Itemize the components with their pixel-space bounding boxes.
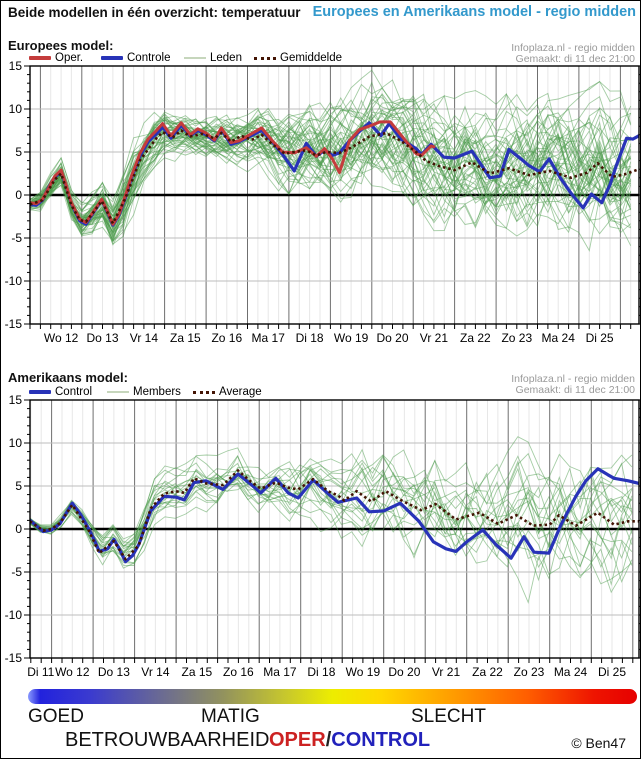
svg-text:Ma 24: Ma 24: [542, 331, 576, 345]
legend-swatch: [193, 390, 215, 394]
legend-swatch: [254, 56, 276, 60]
svg-text:Di 18: Di 18: [307, 665, 335, 679]
svg-text:Ma 17: Ma 17: [263, 665, 297, 679]
svg-text:15: 15: [9, 393, 23, 407]
credit-line-source: Infoplaza.nl - regio midden: [511, 42, 635, 54]
svg-text:Zo 23: Zo 23: [501, 331, 532, 345]
svg-text:Zo 16: Zo 16: [211, 331, 242, 345]
legend-label: Oper.: [55, 52, 84, 64]
svg-text:Wo 12: Wo 12: [44, 331, 79, 345]
legend-amerikaans: Control Members Average: [1, 386, 640, 400]
reliability-colorbar: [28, 689, 637, 704]
control-label: CONTROL: [331, 729, 431, 751]
legend-item-average: Average: [193, 386, 262, 398]
svg-text:5: 5: [15, 145, 22, 159]
svg-text:Vr 21: Vr 21: [420, 331, 449, 345]
scale-label-matig: MATIG: [201, 706, 260, 727]
svg-text:0: 0: [15, 188, 22, 202]
svg-text:10: 10: [9, 102, 23, 116]
legend-label: Leden: [210, 52, 242, 64]
slash-separator: /: [325, 729, 332, 751]
svg-text:Zo 16: Zo 16: [223, 665, 254, 679]
legend-item-oper: Oper.: [29, 52, 83, 64]
legend-item-leden: Leden: [184, 52, 242, 64]
chart-europees: 15 10 5 0 -5 -10 -15 Wo 12 Do 13 Vr 14 Za 15 Zo 16 M…: [5, 59, 640, 345]
copyright: © Ben47: [571, 735, 626, 751]
scale-label-slecht: SLECHT: [411, 706, 486, 727]
svg-text:Do 13: Do 13: [98, 665, 130, 679]
legend-label: Control: [55, 386, 93, 398]
svg-text:Vr 21: Vr 21: [432, 665, 461, 679]
legend-label: Controle: [127, 52, 171, 64]
chart-title-amerikaans: Amerikaans model:: [8, 370, 128, 385]
legend-label: Average: [219, 386, 262, 398]
oper-label: OPER: [269, 729, 326, 751]
legend-swatch: [29, 390, 51, 394]
legend-item-members: Members: [107, 386, 181, 398]
credit-line-source: Infoplaza.nl - regio midden: [511, 373, 635, 385]
legend-label: Members: [133, 386, 181, 398]
credit-europees: Infoplaza.nl - regio midden Gemaakt: di …: [511, 43, 635, 65]
legend-item-controle: Controle: [101, 52, 170, 64]
svg-text:Vr 14: Vr 14: [130, 331, 159, 345]
svg-text:-15: -15: [5, 317, 23, 331]
svg-text:5: 5: [15, 479, 22, 493]
svg-text:Wo 19: Wo 19: [334, 331, 369, 345]
oper-control-label: OPER/CONTROL: [269, 729, 430, 752]
svg-text:Za 22: Za 22: [472, 665, 503, 679]
reliability-label: BETROUWBAARHEID: [65, 729, 270, 751]
credit-line-created: Gemaakt: di 11 dec 21:00: [515, 53, 635, 65]
legend-item-gemiddelde: Gemiddelde: [254, 52, 342, 64]
svg-text:10: 10: [9, 436, 23, 450]
credit-line-created: Gemaakt: di 11 dec 21:00: [515, 384, 635, 396]
page-subtitle: Europees en Amerikaans model - regio mid…: [312, 4, 636, 20]
svg-text:15: 15: [9, 59, 23, 73]
svg-text:Wo 19: Wo 19: [346, 665, 381, 679]
svg-text:Zo 23: Zo 23: [514, 665, 545, 679]
svg-text:Ma 24: Ma 24: [554, 665, 588, 679]
legend-item-control: Control: [29, 386, 92, 398]
svg-text:Za 15: Za 15: [182, 665, 213, 679]
svg-text:Di 25: Di 25: [586, 331, 614, 345]
legend-swatch: [184, 57, 206, 59]
svg-text:-15: -15: [5, 651, 23, 665]
page-title: Beide modellen in één overzicht: tempera…: [8, 5, 301, 20]
svg-text:Za 15: Za 15: [170, 331, 201, 345]
svg-text:0: 0: [15, 522, 22, 536]
svg-text:Di 11: Di 11: [27, 665, 54, 679]
svg-text:Di 25: Di 25: [598, 665, 626, 679]
svg-text:Za 22: Za 22: [460, 331, 491, 345]
svg-text:Ma 17: Ma 17: [252, 331, 286, 345]
svg-text:-5: -5: [11, 231, 22, 245]
svg-text:Do 13: Do 13: [86, 331, 118, 345]
legend-swatch: [101, 56, 123, 60]
chart-amerikaans: 15 10 5 0 -5 -10 -15 Di 11 Wo 12 Do 13 Vr 14 Za 15 Z…: [5, 393, 640, 679]
svg-text:Vr 14: Vr 14: [141, 665, 170, 679]
legend-swatch: [29, 56, 51, 60]
legend-europees: Oper. Controle Leden Gemiddelde: [1, 52, 640, 66]
svg-text:-5: -5: [11, 565, 22, 579]
svg-text:-10: -10: [5, 274, 23, 288]
svg-text:Do 20: Do 20: [388, 665, 420, 679]
svg-text:Do 20: Do 20: [376, 331, 408, 345]
scale-label-goed: GOED: [28, 706, 84, 727]
legend-swatch: [107, 391, 129, 393]
svg-text:Wo 12: Wo 12: [55, 665, 90, 679]
svg-text:Di 18: Di 18: [296, 331, 324, 345]
legend-label: Gemiddelde: [280, 52, 343, 64]
svg-text:-10: -10: [5, 608, 23, 622]
credit-amerikaans: Infoplaza.nl - regio midden Gemaakt: di …: [511, 374, 635, 396]
chart-title-europees: Europees model:: [8, 38, 114, 53]
